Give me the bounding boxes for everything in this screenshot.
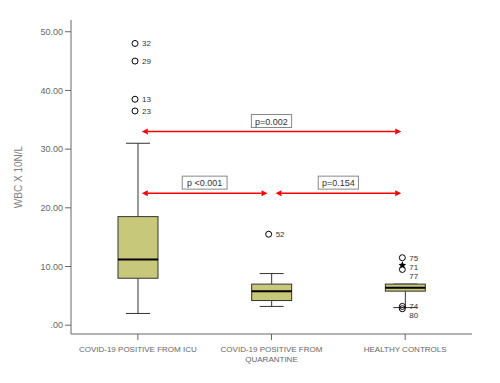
svg-text:80: 80 bbox=[409, 311, 418, 320]
svg-text:10.00: 10.00 bbox=[40, 262, 63, 272]
svg-text:20.00: 20.00 bbox=[40, 203, 63, 213]
svg-text:50.00: 50.00 bbox=[40, 27, 63, 37]
svg-text:52: 52 bbox=[276, 230, 285, 239]
svg-text:30.00: 30.00 bbox=[40, 144, 63, 154]
svg-text:74: 74 bbox=[409, 302, 418, 311]
svg-text:29: 29 bbox=[142, 57, 151, 66]
svg-text:COVID-19 POSITIVE FROM ICU: COVID-19 POSITIVE FROM ICU bbox=[79, 345, 197, 354]
svg-text:COVID-19 POSITIVE FROMQUARANTI: COVID-19 POSITIVE FROMQUARANTINE bbox=[221, 345, 323, 364]
svg-text:23: 23 bbox=[142, 107, 151, 116]
svg-text:p=0.154: p=0.154 bbox=[322, 178, 355, 188]
svg-text:71: 71 bbox=[409, 263, 418, 272]
svg-text:32: 32 bbox=[142, 39, 151, 48]
svg-text:.00: .00 bbox=[50, 320, 63, 330]
svg-text:p <0.001: p <0.001 bbox=[187, 178, 222, 188]
svg-text:40.00: 40.00 bbox=[40, 86, 63, 96]
svg-text:p=0.002: p=0.002 bbox=[255, 117, 288, 127]
svg-text:75: 75 bbox=[409, 254, 418, 263]
svg-text:13: 13 bbox=[142, 95, 151, 104]
svg-text:77: 77 bbox=[409, 272, 418, 281]
svg-text:WBC X 10N/L: WBC X 10N/L bbox=[13, 145, 24, 208]
svg-text:HEALTHY CONTROLS: HEALTHY CONTROLS bbox=[364, 345, 447, 354]
